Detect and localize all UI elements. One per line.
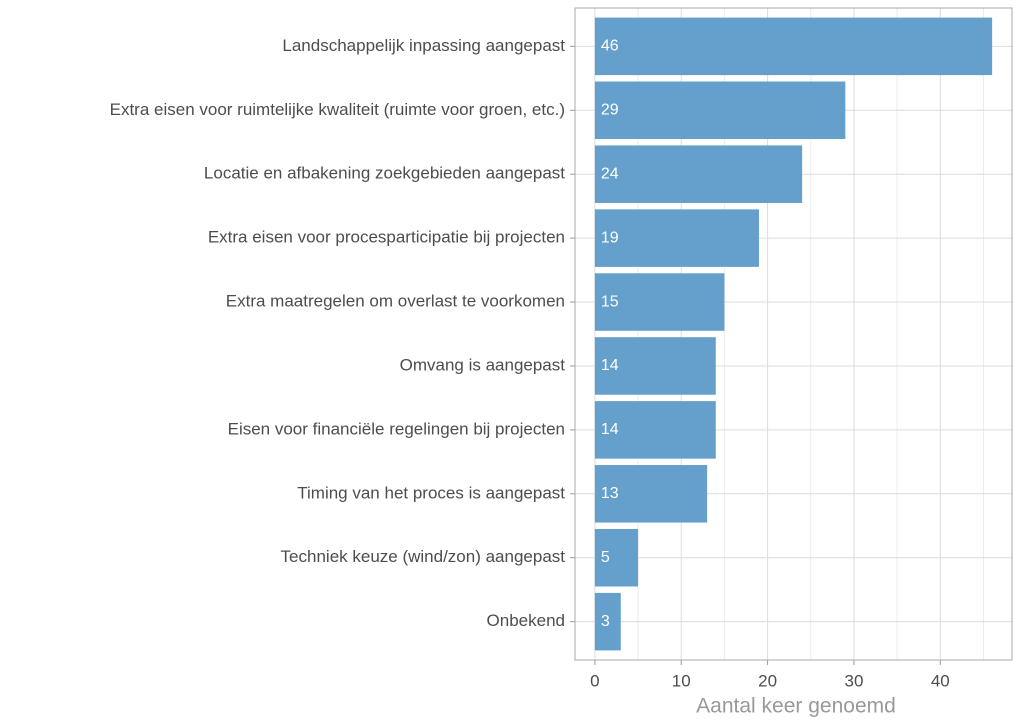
y-tick-label: Extra maatregelen om overlast te voorkom… (226, 292, 565, 311)
bar (594, 145, 803, 203)
bar (594, 81, 846, 140)
y-tick-label: Locatie en afbakening zoekgebieden aange… (204, 164, 565, 183)
y-tick-label: Eisen voor financiële regelingen bij pro… (228, 419, 565, 438)
bar-value-label: 46 (601, 38, 619, 55)
x-tick-label: 30 (844, 671, 863, 690)
bar (594, 401, 716, 459)
bar (594, 528, 639, 587)
bar-value-label: 13 (601, 485, 619, 502)
bar (594, 465, 708, 523)
bar (594, 209, 759, 267)
bar (594, 337, 716, 395)
y-tick-label: Extra eisen voor procesparticipatie bij … (208, 228, 565, 247)
bar-value-label: 15 (601, 293, 619, 310)
bar-value-label: 14 (601, 357, 619, 374)
bar (594, 273, 725, 331)
y-tick-label: Timing van het proces is aangepast (297, 483, 565, 502)
bar (594, 17, 993, 76)
x-tick-label: 0 (590, 671, 599, 690)
bar-value-label: 24 (601, 165, 619, 182)
bar-value-label: 19 (601, 229, 619, 246)
x-tick-label: 40 (931, 671, 950, 690)
y-tick-label: Techniek keuze (wind/zon) aangepast (281, 547, 566, 566)
bar-value-label: 29 (601, 101, 619, 118)
x-tick-label: 20 (758, 671, 777, 690)
x-tick-label: 10 (672, 671, 691, 690)
y-tick-label: Landschappelijk inpassing aangepast (282, 36, 565, 55)
bar-value-label: 3 (601, 613, 610, 630)
y-tick-label: Extra eisen voor ruimtelijke kwaliteit (… (110, 100, 565, 119)
y-tick-label: Onbekend (487, 611, 565, 630)
y-tick-label: Omvang is aangepast (400, 355, 566, 374)
bar (594, 592, 621, 651)
bar-value-label: 5 (601, 549, 610, 566)
bar-value-label: 14 (601, 421, 619, 438)
panel-border (574, 7, 1013, 661)
x-axis-label: Aantal keer genoemd (696, 695, 896, 718)
